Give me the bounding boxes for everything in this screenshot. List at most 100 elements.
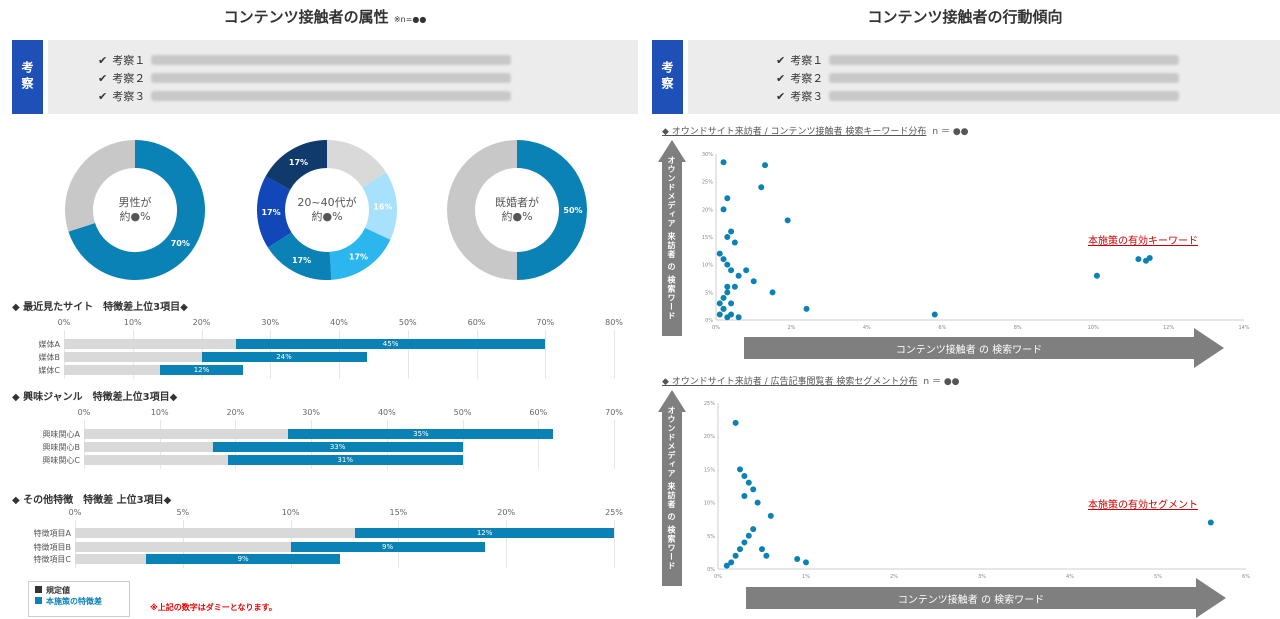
scatter-point: [769, 289, 776, 296]
scatter-point: [724, 261, 731, 268]
arrow-shaft: コンテンツ接触者 の 検索ワード: [744, 337, 1194, 359]
blurred-text: [829, 73, 1180, 83]
bar-category-label: 興味関心B: [42, 443, 81, 452]
scatter-point: [724, 314, 731, 321]
scatter-point: [741, 492, 748, 499]
scatter-point: [759, 546, 765, 553]
bar-row: 特徴項目A 12%: [34, 528, 614, 538]
right-insight-panel: 考察 ✔ 考察１ ✔ 考察２ ✔ 考察３: [652, 40, 1280, 114]
bar-base: [64, 365, 161, 375]
legend: 規定値 本施策の特徴差: [28, 581, 130, 617]
bar-diff: 45%: [235, 339, 546, 349]
insight-row: ✔ 考察２: [776, 70, 1180, 86]
scatter2-n: n ＝ ●●: [923, 377, 960, 387]
bar-category-label: 特徴項目B: [33, 543, 72, 552]
scatter-point: [745, 532, 752, 539]
bar-base: [64, 352, 202, 362]
scatter-point: [1093, 272, 1100, 279]
donut-svg: 70%: [65, 140, 205, 280]
left-insight-panel: 考察 ✔ 考察１ ✔ 考察２ ✔ 考察３: [12, 40, 638, 114]
scatter-point: [745, 479, 752, 486]
bar-section-heading: ◆ 最近見たサイト 特徴差上位3項目◆: [12, 302, 188, 313]
bar-diff: 9%: [146, 554, 341, 564]
x-tick-label: 6%: [1242, 574, 1250, 580]
gridline: [614, 330, 615, 379]
x-tick-label: 1%: [802, 574, 810, 580]
donut-center: 既婚者が 約●%: [447, 140, 587, 280]
check-icon: ✔: [776, 53, 786, 67]
scatter-point: [716, 300, 723, 307]
legend-label: 規定値: [46, 586, 70, 595]
axis-tick-label: 30%: [261, 318, 280, 327]
scatter-point: [754, 499, 761, 506]
bar-base: [84, 429, 289, 439]
donut-center-line2: 約●%: [119, 210, 151, 223]
x-tick-label: 5%: [1154, 574, 1162, 580]
donut-slice: [447, 140, 518, 280]
scatter1-x-label: コンテンツ接触者 の 検索ワード: [895, 344, 1043, 356]
insight-label: 考察２: [112, 72, 146, 85]
bar-row: 特徴項目C 9%: [33, 554, 614, 564]
insight-row: ✔ 考察１: [98, 52, 512, 68]
scatter2-y-label: オウンドメディア 来訪者 の 検索ワード: [667, 406, 676, 571]
gridline: [462, 420, 464, 469]
donut-slice: [328, 227, 391, 280]
check-icon: ✔: [98, 71, 108, 85]
insight-label: 考察３: [112, 90, 146, 103]
axis-tick-label: 50%: [398, 318, 417, 327]
donut-slice-label: 17%: [261, 208, 280, 217]
axis-tick-label: 0%: [68, 508, 82, 517]
donut-center-line1: 既婚者が: [495, 196, 539, 209]
donut-slice: [68, 140, 205, 280]
y-tick-label: 15%: [704, 467, 715, 473]
arrow-head: [1194, 328, 1224, 368]
y-tick-label: 20%: [704, 434, 715, 440]
x-tick-label: 12%: [1163, 325, 1174, 331]
axis-tick-label: 50%: [453, 408, 472, 417]
scatter-point: [720, 294, 727, 301]
scatter-point: [750, 486, 757, 493]
donut-svg: 16% 17% 17% 17% 17%: [257, 140, 397, 280]
axis-tick-label: 40%: [330, 318, 348, 327]
insight-badge: 考察: [652, 40, 683, 114]
scatter-point: [758, 184, 765, 191]
donut-center-line1: 男性が: [118, 196, 152, 209]
axis-tick-label: 60%: [467, 318, 486, 327]
x-tick-label: 14%: [1238, 325, 1249, 331]
gridline: [538, 420, 540, 469]
bar-diff: 35%: [288, 429, 554, 439]
scatter2-heading: ◆ オウンドサイト来訪者 / 広告記事閲覧者 検索セグメント分布 n ＝ ●●: [662, 374, 960, 387]
donut-slice: [265, 140, 328, 191]
check-icon: ✔: [776, 89, 786, 103]
scatter-point: [741, 539, 748, 546]
donut-chart-age: 16% 17% 17% 17% 17% 20~40代が 約●%: [257, 140, 397, 280]
scatter-point: [724, 195, 731, 202]
donut-slice: [362, 172, 397, 240]
bar-row: 興味関心B 33%: [43, 442, 614, 452]
bar-base: [84, 442, 213, 452]
right-title-text: コンテンツ接触者の行動傾向: [867, 8, 1063, 26]
scatter-point: [720, 305, 727, 312]
x-tick-label: 3%: [978, 574, 986, 580]
bar-category-label: 媒体C: [38, 366, 60, 375]
scatter2-heading-text: ◆ オウンドサイト来訪者 / 広告記事閲覧者 検索セグメント分布: [662, 377, 918, 387]
bar-row: 媒体A 45%: [39, 339, 614, 349]
axis-tick-label: 30%: [302, 408, 321, 417]
donut-center: 男性が 約●%: [65, 140, 205, 280]
scatter-point: [1207, 519, 1214, 526]
scatter-point: [720, 206, 727, 213]
donut-chart-gender: 70% 男性が 約●%: [65, 140, 205, 280]
legend-label: 本施策の特徴差: [46, 597, 102, 606]
bar-diff: 31%: [227, 455, 463, 465]
donut-slice-label: 16%: [373, 202, 392, 211]
scatter-point: [724, 289, 731, 296]
insight-label: 考察３: [790, 90, 824, 103]
scatter2-annotation: 本施策の有効セグメント: [1088, 500, 1198, 511]
axis-tick-label: 20%: [497, 508, 516, 517]
check-icon: ✔: [776, 71, 786, 85]
scatter-point: [735, 314, 742, 321]
donut-center-line2: 約●%: [311, 210, 343, 223]
x-tick-label: 0%: [712, 325, 720, 331]
left-title-text: コンテンツ接触者の属性: [223, 8, 389, 26]
legend-item-base: 規定値: [35, 585, 123, 596]
